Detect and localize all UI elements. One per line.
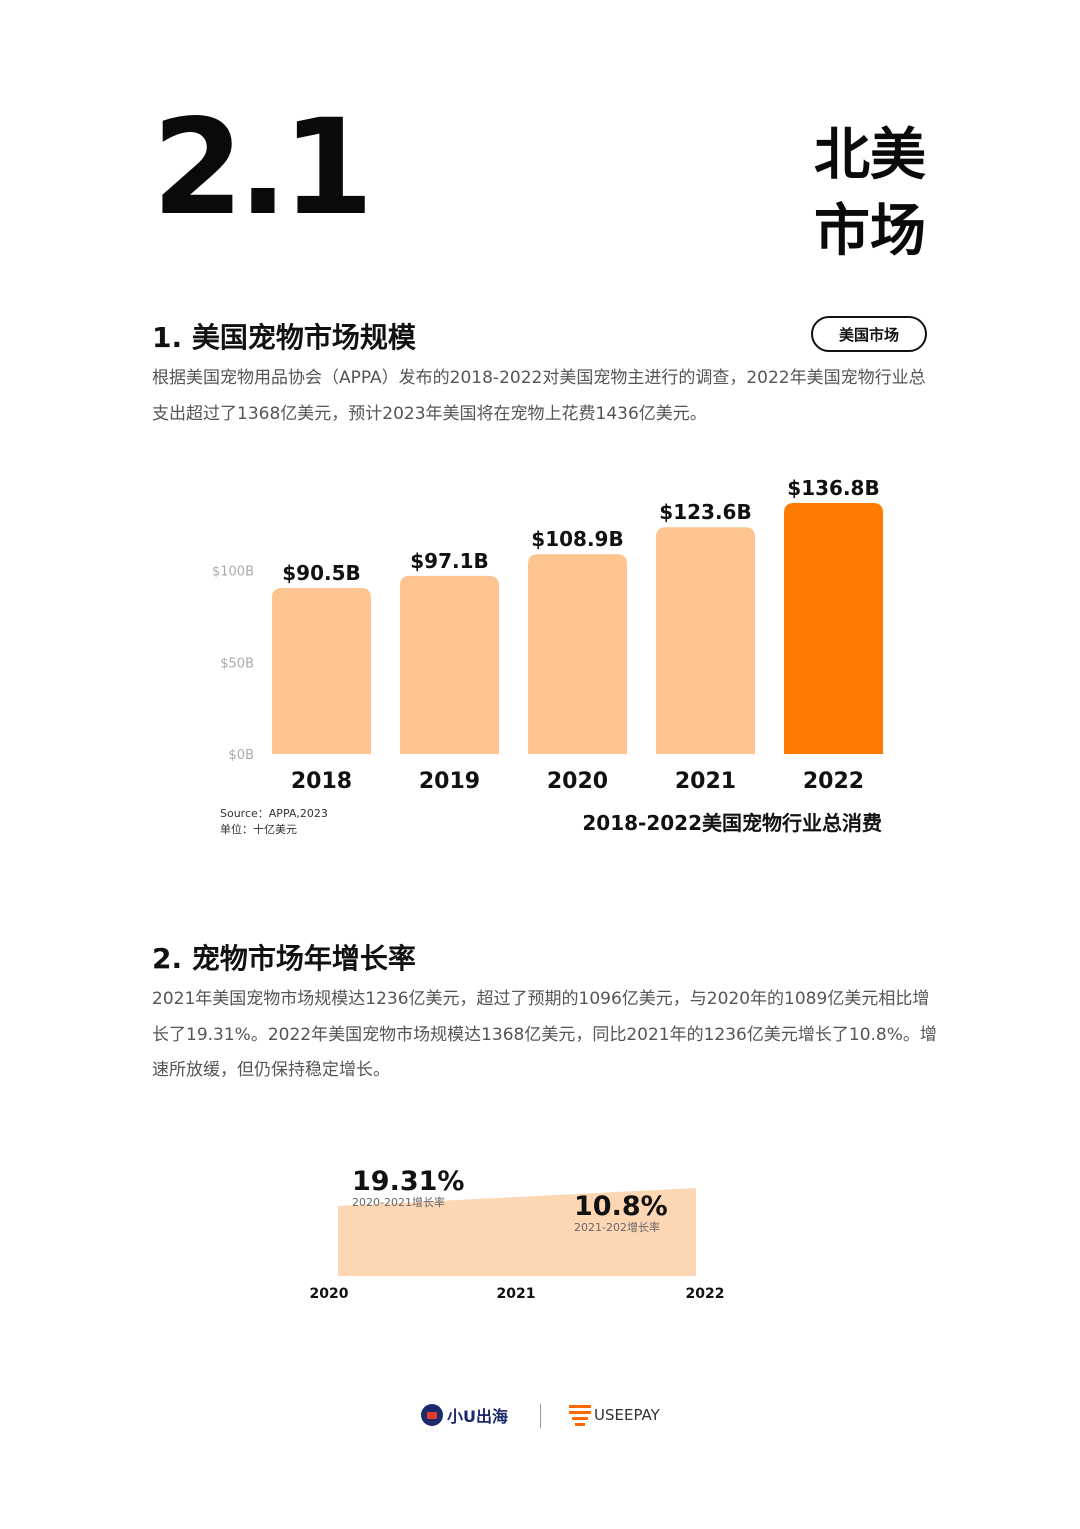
bar-value-label: $123.6B xyxy=(659,500,751,524)
bar xyxy=(272,587,371,754)
market-badge: 美国市场 xyxy=(811,316,927,352)
x-category-label: 2020 xyxy=(547,769,608,794)
bar-value-label: $90.5B xyxy=(282,561,361,585)
chart-unit: 单位：十亿美元 xyxy=(220,822,297,836)
y-tick-label: $50B xyxy=(220,656,254,671)
bar xyxy=(528,554,627,754)
x-year-label: 2022 xyxy=(686,1286,725,1302)
x-category-label: 2021 xyxy=(675,769,736,794)
x-category-label: 2019 xyxy=(419,769,480,794)
x-category-label: 2018 xyxy=(291,769,352,794)
growth-rate-value: 10.8% xyxy=(574,1191,668,1222)
bar xyxy=(656,527,755,754)
bar-chart: $0B $50B $100B $90.5B $97.1B $108.9B $123.6B $… xyxy=(212,476,883,836)
region-title-line2: 市场 xyxy=(814,199,926,264)
useepay-logo-text: USEEPAY xyxy=(594,1406,660,1424)
xiaou-logo-text: 小U出海 xyxy=(447,1407,508,1426)
bar-value-label: $97.1B xyxy=(410,549,489,573)
growth-rate-label: 2020-2021增长率 xyxy=(352,1195,445,1209)
x-year-label: 2020 xyxy=(310,1286,349,1302)
x-category-label: 2022 xyxy=(803,769,864,794)
region-title: 北美 市场 xyxy=(766,118,926,270)
section1-paragraph: 根据美国宠物用品协会（APPA）发布的2018-2022对美国宠物主进行的调查，… xyxy=(152,368,926,424)
footer-divider xyxy=(540,1404,541,1428)
useepay-logo-icon xyxy=(569,1405,591,1426)
growth-rate-value: 19.31% xyxy=(352,1166,464,1197)
y-tick-label: $0B xyxy=(229,748,254,763)
growth-rate-label: 2021-202增长率 xyxy=(574,1220,660,1234)
xiaou-logo: 小U出海 xyxy=(421,1403,508,1427)
section2-heading: 2. 宠物市场年增长率 xyxy=(152,942,416,975)
y-tick-label: $100B xyxy=(212,565,254,580)
region-title-line1: 北美 xyxy=(814,123,926,188)
chart-source: Source：APPA,2023 xyxy=(220,807,328,820)
growth-area xyxy=(338,1188,696,1276)
useepay-logo: USEEPAY xyxy=(569,1403,660,1427)
bar xyxy=(784,503,883,754)
section1-heading: 1. 美国宠物市场规模 xyxy=(152,321,416,354)
chart-title: 2018-2022美国宠物行业总消费 xyxy=(582,811,882,835)
section-number: 2.1 xyxy=(152,91,374,245)
bar-value-label: $108.9B xyxy=(531,527,623,551)
x-year-label: 2021 xyxy=(497,1286,536,1302)
bar-value-label: $136.8B xyxy=(787,476,879,500)
bar xyxy=(400,575,499,754)
section2-paragraph: 2021年美国宠物市场规模达1236亿美元，超过了预期的1096亿美元，与202… xyxy=(152,989,937,1080)
growth-area-chart: 19.31%2020-2021增长率 10.8%2021-202增长率 2020 2… xyxy=(310,1166,725,1302)
xiaou-logo-icon xyxy=(421,1404,443,1426)
